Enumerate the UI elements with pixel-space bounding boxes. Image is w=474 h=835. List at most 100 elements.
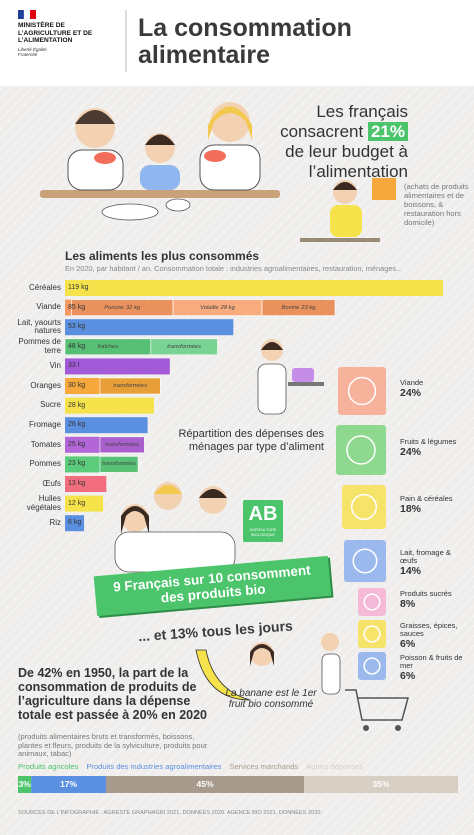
person-hair — [208, 106, 252, 140]
bar-label: Œufs — [42, 478, 61, 488]
segment-value: 32 kg — [125, 304, 141, 311]
budget-statement: Les français consacrent 21% de leur budg… — [268, 102, 408, 182]
share-value: 24% — [400, 446, 422, 458]
share-item: Graisses, épices, sauces 6% — [400, 622, 470, 651]
icon — [363, 625, 381, 643]
bar-label: Pommes de terre — [18, 337, 61, 355]
share-value: 14% — [400, 565, 422, 577]
flag-red — [30, 10, 36, 19]
share-value: 8% — [400, 598, 416, 610]
icon-box — [338, 367, 386, 415]
bio-hair — [121, 506, 149, 534]
bar — [65, 515, 85, 532]
icon-box — [358, 588, 386, 616]
stove — [288, 382, 324, 386]
segment-label: Volaille 28 kg — [173, 300, 262, 316]
budget-note: (achats de produits alimentaires et de b… — [404, 182, 469, 227]
share-item: Fruits & légumes 24% — [400, 438, 470, 459]
bar-value-label: 85 kg — [68, 303, 86, 311]
bar-value-label: 48 kg — [68, 342, 86, 350]
share-value: 6% — [400, 638, 416, 650]
share-value: 18% — [400, 503, 422, 515]
bar-label: Riz — [49, 517, 61, 527]
segment-name: transformées — [105, 441, 140, 448]
woman-hair — [250, 644, 274, 666]
bar — [65, 456, 139, 473]
bio-hair — [199, 489, 227, 498]
bar-label: Céréales — [28, 282, 61, 292]
segment-name: Porcine — [104, 304, 124, 311]
cook-hair — [261, 342, 283, 350]
icon — [346, 435, 376, 465]
bar — [65, 319, 234, 336]
ab-logo-caption: AGRICULTURE BIOLOGIQUE — [249, 528, 277, 537]
segment-label: transformées — [151, 339, 218, 355]
icon — [350, 493, 378, 521]
segment-name: transformées — [102, 461, 136, 468]
icon — [363, 593, 381, 611]
bar-label: Sucre — [40, 400, 61, 410]
bar-value-label: 6 kg — [68, 519, 82, 527]
cart — [345, 689, 409, 721]
icon-box — [344, 540, 386, 582]
bar — [65, 476, 107, 492]
bar — [65, 280, 443, 296]
share-item: Poisson & fruits de mer 6% — [400, 654, 470, 683]
share-value: 6% — [400, 670, 416, 682]
legend-entry: Autres dépenses — [306, 762, 364, 771]
pot — [292, 368, 314, 382]
bar-value-label: 25 kg — [68, 440, 86, 448]
bar — [65, 358, 170, 375]
bar-value-label: 53 kg — [68, 323, 86, 331]
segment-value: 28 kg — [220, 304, 235, 311]
bowl — [204, 150, 226, 162]
chart-title: Les aliments les plus consommés — [65, 249, 260, 263]
share-label: 3% — [18, 779, 31, 789]
chart-subtitle: En 2020, par habitant / an. Consommation… — [65, 264, 403, 273]
source: SOURCES DE L’INFOGRAPHIE : AGRESTE GRAPH… — [18, 810, 323, 816]
legend-entry: Produits agricoles — [18, 762, 79, 771]
table — [40, 190, 280, 198]
icon — [347, 376, 377, 406]
bar — [65, 417, 148, 434]
share-segment — [106, 776, 304, 793]
bar-value-label: 33 l — [68, 362, 80, 370]
bar-value-label: 119 kg — [68, 284, 89, 291]
bar-segment — [99, 377, 161, 395]
agriculture-note: (produits alimentaires bruts et transfor… — [18, 732, 208, 758]
bar — [65, 397, 154, 414]
bio-hair — [154, 485, 182, 494]
legend-entry: Services marchands — [229, 762, 299, 771]
share-label: 17% — [60, 779, 78, 789]
bar — [65, 299, 335, 316]
banana-text: La banane est le 1er fruit bio consommé — [225, 688, 317, 710]
flag-blue — [18, 10, 24, 19]
cook-body — [257, 363, 287, 415]
chart-title: Répartition des dépenses des ménages par… — [178, 428, 324, 453]
share-label: 35% — [372, 779, 390, 789]
share-segment — [31, 776, 107, 793]
bar-label: Fromage — [28, 419, 61, 429]
segment-label: Bovine 23 kg — [262, 300, 335, 316]
cart-wheel — [363, 725, 369, 731]
bar-label: Lait, yaourts natures — [17, 317, 61, 336]
motto: Liberté Égalité Fraternité — [18, 47, 47, 57]
segment-label: transformées — [100, 437, 144, 453]
segment-label: transformées — [100, 378, 160, 394]
bar-value-label: 23 kg — [68, 460, 86, 468]
header-band — [0, 0, 474, 86]
share-value: 24% — [400, 387, 422, 399]
share-name: Pain & céréales — [400, 494, 453, 503]
share-name: Lait, fromage & œufs — [400, 548, 451, 565]
bar-label: Pommes — [29, 459, 61, 469]
person-hair — [75, 110, 115, 124]
legend-entry: Produits des industries agroalimentaires — [86, 762, 222, 771]
icon — [363, 657, 381, 675]
icon-box — [342, 485, 386, 529]
cupboard — [372, 178, 396, 200]
share-segment — [304, 776, 458, 793]
share-label: 45% — [196, 779, 214, 789]
icon-box — [358, 620, 386, 648]
